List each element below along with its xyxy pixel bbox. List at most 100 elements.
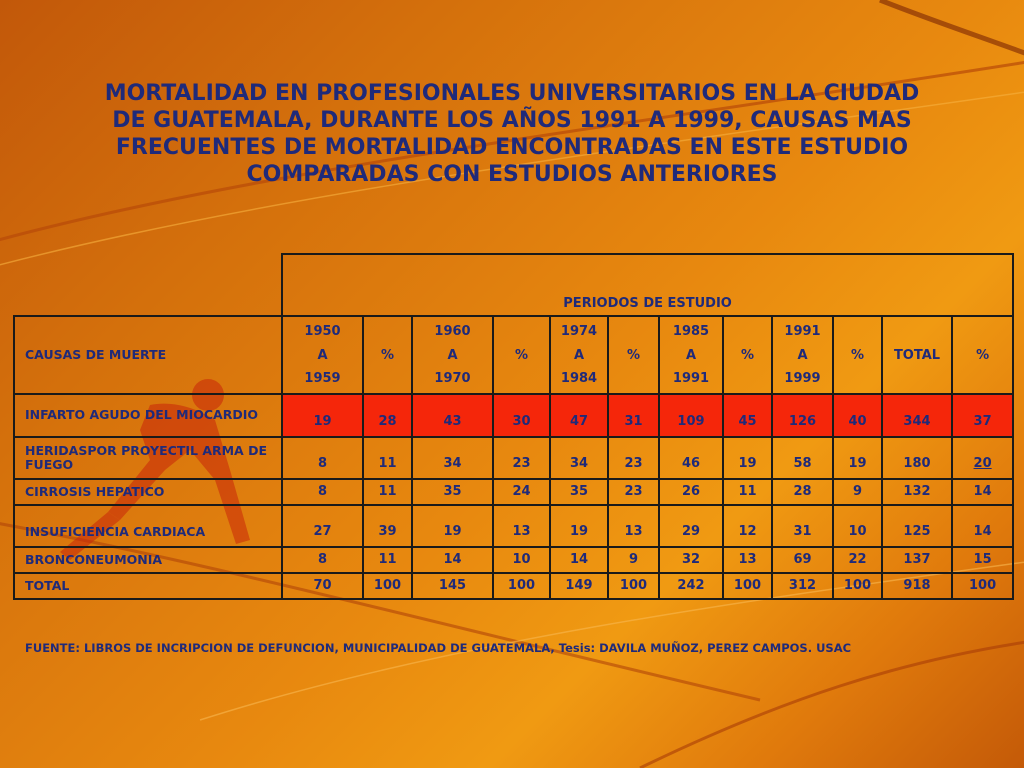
value-cell: 132 [881, 477, 953, 506]
value-cell: 30 [492, 393, 551, 438]
value-cell: 35 [411, 477, 494, 506]
value-cell: 180 [881, 435, 953, 480]
value-cell: 11 [722, 477, 773, 506]
value-cell: 46 [658, 435, 724, 480]
empty-corner-cell [14, 254, 283, 318]
value-cell: 145 [411, 571, 494, 601]
value-cell: 14 [549, 545, 609, 574]
value-cell: 19 [411, 503, 494, 548]
value-cell: 15 [950, 545, 1015, 574]
value-cell: 100 [492, 571, 551, 601]
cause-cell: BRONCONEUMONIA [13, 545, 283, 574]
value-cell: 8 [281, 435, 364, 480]
period-3-header: 1974 A 1984 [549, 315, 609, 396]
title-line-4: COMPARADAS CON ESTUDIOS ANTERIORES [246, 162, 778, 187]
value-cell: 100 [950, 571, 1015, 601]
pct-header: % [722, 315, 773, 396]
value-cell: 22 [832, 545, 883, 574]
value-cell: 19 [832, 435, 883, 480]
period-header-cell: PERIODOS DE ESTUDIO [280, 252, 1015, 318]
value-cell: 10 [492, 545, 551, 574]
value-cell: 11 [362, 545, 413, 574]
value-cell: 47 [549, 393, 609, 438]
value-cell: 31 [607, 393, 660, 438]
pct-header: % [362, 315, 413, 396]
value-cell: 8 [281, 545, 364, 574]
cause-header-cell: CAUSAS DE MUERTE [13, 315, 283, 396]
cause-cell: INSUFICIENCIA CARDIACA [13, 503, 283, 548]
value-cell: 149 [549, 571, 609, 601]
total-row: TOTAL 70 100 145 100 149 100 242 100 312… [13, 571, 1015, 601]
total-header: TOTAL [881, 315, 953, 396]
period-header-row: PERIODOS DE ESTUDIO [14, 252, 1015, 318]
value-cell: 918 [881, 571, 953, 601]
value-cell: 27 [281, 503, 364, 548]
table-row: HERIDASPOR PROYECTIL ARMA DE FUEGO 8 11 … [13, 435, 1015, 480]
value-cell: 31 [771, 503, 834, 548]
value-cell: 45 [722, 393, 773, 438]
value-cell: 39 [362, 503, 413, 548]
value-cell: 58 [771, 435, 834, 480]
cause-cell: CIRROSIS HEPATICO [13, 477, 283, 506]
pct-header: % [607, 315, 660, 396]
value-cell: 312 [771, 571, 834, 601]
value-cell: 14 [411, 545, 494, 574]
title-line-2: DE GUATEMALA, DURANTE LOS AÑOS 1991 A 19… [112, 108, 912, 133]
value-cell: 29 [658, 503, 724, 548]
value-cell: 13 [607, 503, 660, 548]
title-line-1: MORTALIDAD EN PROFESIONALES UNIVERSITARI… [104, 81, 920, 106]
value-cell: 26 [658, 477, 724, 506]
period-1-header: 1950 A 1959 [281, 315, 364, 396]
value-cell: 70 [281, 571, 364, 601]
period-2-header: 1960 A 1970 [411, 315, 494, 396]
value-cell: 34 [549, 435, 609, 480]
value-cell: 13 [492, 503, 551, 548]
pct-header: % [950, 315, 1015, 396]
value-cell: 20 [950, 435, 1015, 480]
value-cell: 40 [832, 393, 883, 438]
value-cell: 13 [722, 545, 773, 574]
table-row: INSUFICIENCIA CARDIACA 27 39 19 13 19 13… [13, 503, 1015, 548]
cause-cell: INFARTO AGUDO DEL MIOCARDIO [13, 393, 283, 438]
table-row: INFARTO AGUDO DEL MIOCARDIO 19 28 43 30 … [13, 393, 1015, 438]
value-cell: 19 [549, 503, 609, 548]
value-cell: 28 [362, 393, 413, 438]
value-cell: 10 [832, 503, 883, 548]
value-cell: 35 [549, 477, 609, 506]
value-cell: 9 [832, 477, 883, 506]
column-header-row: CAUSAS DE MUERTE 1950 A 1959 % 1960 A 1970 %… [13, 315, 1015, 396]
value-cell: 344 [881, 393, 953, 438]
value-cell: 11 [362, 477, 413, 506]
mortality-table: PERIODOS DE ESTUDIO CAUSAS DE MUERTE 195… [13, 252, 1015, 601]
source-note: FUENTE: LIBROS DE INCRIPCION DE DEFUNCIO… [25, 641, 852, 655]
value-cell: 100 [362, 571, 413, 601]
table-row: BRONCONEUMONIA 8 11 14 10 14 9 32 13 69 … [13, 545, 1015, 574]
slide-title: MORTALIDAD EN PROFESIONALES UNIVERSITARI… [40, 80, 984, 188]
period-4-header: 1985 A 1991 [658, 315, 724, 396]
cause-cell: HERIDASPOR PROYECTIL ARMA DE FUEGO [13, 435, 283, 480]
cause-cell: TOTAL [13, 571, 283, 601]
value-cell: 34 [411, 435, 494, 480]
pct-header: % [832, 315, 883, 396]
period-5-header: 1991 A 1999 [771, 315, 834, 396]
value-cell: 109 [658, 393, 724, 438]
value-cell: 100 [607, 571, 660, 601]
value-cell: 43 [411, 393, 494, 438]
value-cell: 37 [950, 393, 1015, 438]
value-cell: 8 [281, 477, 364, 506]
value-cell: 100 [832, 571, 883, 601]
value-cell: 23 [492, 435, 551, 480]
table-row: CIRROSIS HEPATICO 8 11 35 24 35 23 26 11… [13, 477, 1015, 506]
value-cell: 32 [658, 545, 724, 574]
pct-header: % [492, 315, 551, 396]
value-cell: 126 [771, 393, 834, 438]
value-cell: 28 [771, 477, 834, 506]
value-cell: 23 [607, 435, 660, 480]
value-cell: 19 [722, 435, 773, 480]
value-cell: 23 [607, 477, 660, 506]
value-cell: 137 [881, 545, 953, 574]
value-cell: 19 [281, 393, 364, 438]
value-cell: 69 [771, 545, 834, 574]
value-cell: 24 [492, 477, 551, 506]
value-cell: 11 [362, 435, 413, 480]
